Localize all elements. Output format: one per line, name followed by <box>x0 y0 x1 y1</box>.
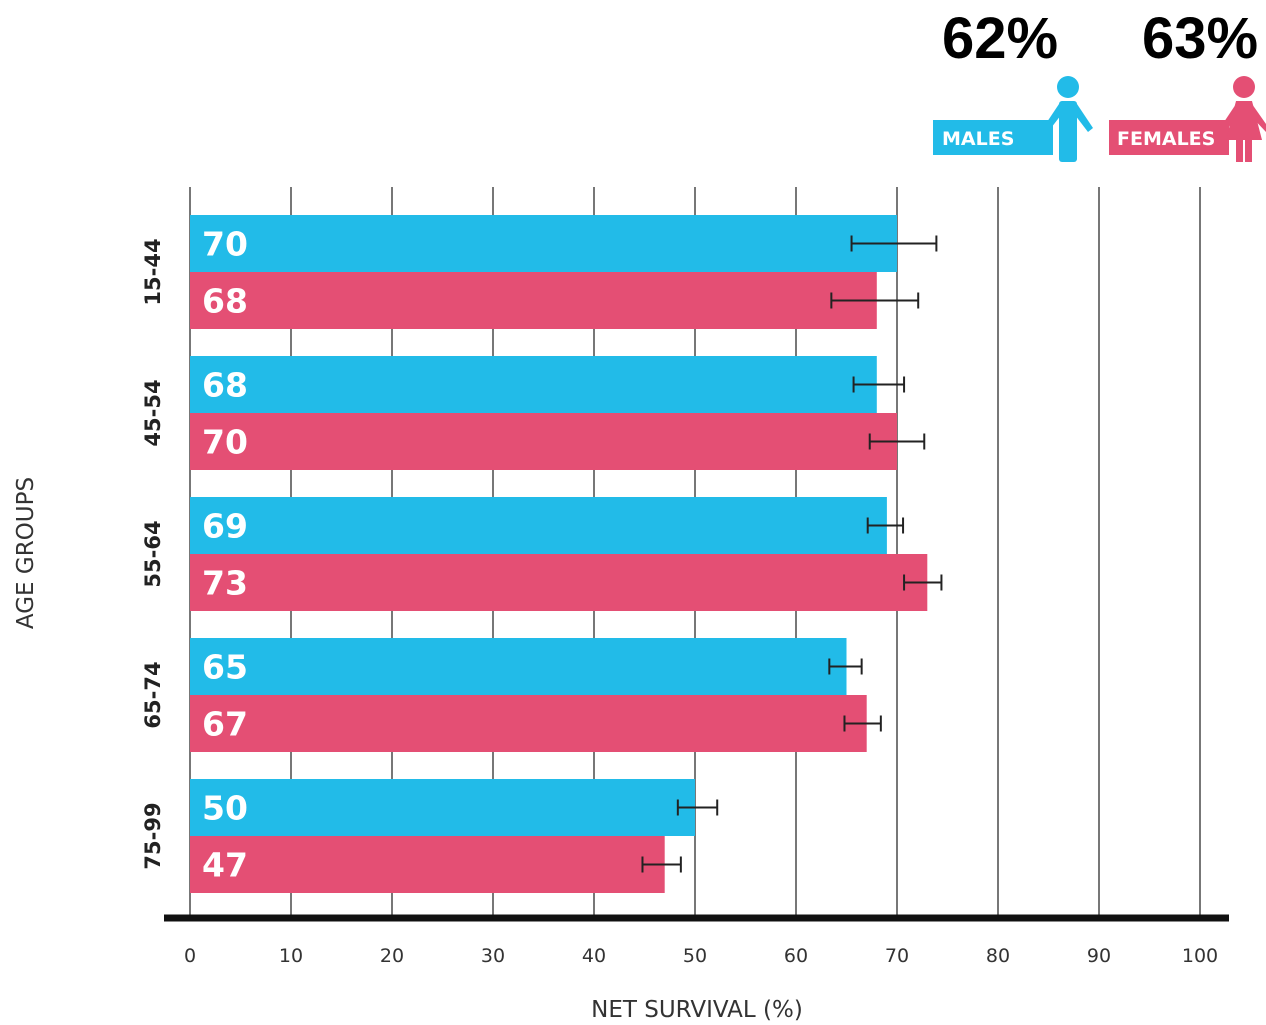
males-percentage: 62% <box>942 6 1058 71</box>
age-group-label: 45-54 <box>141 379 165 446</box>
x-tick-labels: 0 10 20 30 40 50 60 70 80 90 100 <box>184 945 1218 967</box>
male-bar <box>190 497 887 554</box>
age-group-label: 75-99 <box>141 802 165 869</box>
legend-females-swatch <box>1109 120 1229 155</box>
bars <box>190 215 928 893</box>
age-group-labels: 15-44 45-54 55-64 65-74 75-99 <box>141 238 165 869</box>
value-labels: 70 68 68 70 69 73 65 67 50 47 <box>202 225 248 885</box>
y-axis-title: AGE GROUPS <box>13 477 39 629</box>
female-value-label: 73 <box>202 564 248 603</box>
x-tick-label: 30 <box>481 945 505 967</box>
age-group-label: 55-64 <box>141 520 165 587</box>
male-bar <box>190 356 877 413</box>
legend-females: FEMALES <box>1109 76 1266 162</box>
female-bar <box>190 413 897 470</box>
female-figure-icon <box>1220 76 1266 162</box>
x-tick-label: 60 <box>784 945 808 967</box>
x-tick-label: 50 <box>683 945 707 967</box>
male-bar <box>190 215 897 272</box>
female-bar <box>190 554 928 611</box>
legend-males-swatch <box>933 120 1053 155</box>
female-bar <box>190 695 867 752</box>
male-value-label: 69 <box>202 507 248 546</box>
x-tick-label: 70 <box>885 945 909 967</box>
male-figure-icon <box>1043 76 1093 162</box>
females-percentage: 63% <box>1142 6 1258 71</box>
x-tick-label: 0 <box>184 945 196 967</box>
male-bar <box>190 638 847 695</box>
legend: 62% 63% MALES FEMALES <box>933 6 1266 162</box>
x-tick-label: 40 <box>582 945 606 967</box>
legend-females-label: FEMALES <box>1117 128 1215 150</box>
x-tick-label: 100 <box>1182 945 1218 967</box>
x-tick-label: 10 <box>279 945 303 967</box>
female-bar <box>190 272 877 329</box>
legend-males-label: MALES <box>942 128 1014 150</box>
x-tick-label: 80 <box>986 945 1010 967</box>
female-value-label: 47 <box>202 846 248 885</box>
female-value-label: 70 <box>202 423 248 462</box>
male-value-label: 50 <box>202 789 248 828</box>
x-tick-label: 20 <box>380 945 404 967</box>
female-value-label: 68 <box>202 282 248 321</box>
age-group-label: 15-44 <box>141 238 165 305</box>
x-tick-label: 90 <box>1087 945 1111 967</box>
age-group-label: 65-74 <box>141 661 165 728</box>
male-value-label: 65 <box>202 648 248 687</box>
x-axis-title: NET SURVIVAL (%) <box>591 997 803 1023</box>
male-value-label: 68 <box>202 366 248 405</box>
male-bar <box>190 779 695 836</box>
error-bars <box>641 235 943 873</box>
female-value-label: 67 <box>202 705 248 744</box>
legend-males: MALES <box>933 76 1093 162</box>
female-bar <box>190 836 665 893</box>
male-value-label: 70 <box>202 225 248 264</box>
